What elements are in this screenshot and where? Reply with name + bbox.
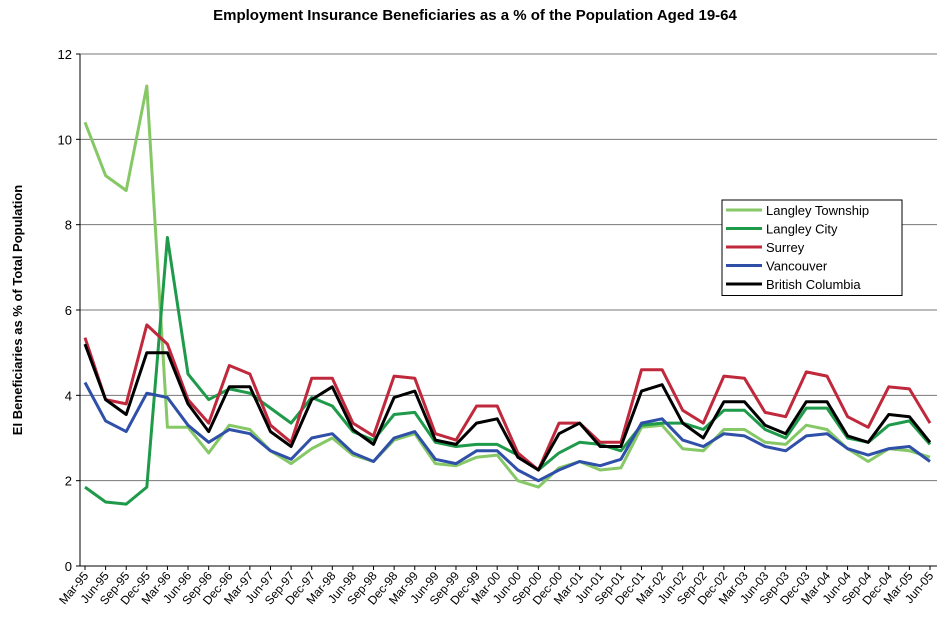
y-axis-label: EI Beneficiaries as % of Total Populatio… <box>10 185 25 435</box>
y-tick-label: 2 <box>65 474 72 489</box>
y-tick-label: 10 <box>58 132 72 147</box>
series-line <box>83 343 932 472</box>
legend-label: Langley Township <box>766 203 869 218</box>
chart-title: Employment Insurance Beneficiaries as a … <box>213 7 737 24</box>
legend-label: Langley City <box>766 222 838 237</box>
series-line <box>83 381 931 483</box>
y-tick-label: 6 <box>65 303 72 318</box>
legend-label: Surrey <box>766 240 805 255</box>
series-line <box>83 323 932 472</box>
legend-label: British Columbia <box>766 277 861 292</box>
y-tick-label: 8 <box>65 218 72 233</box>
y-tick-label: 0 <box>65 559 72 574</box>
legend-label: Vancouver <box>766 259 828 274</box>
y-tick-label: 4 <box>65 388 72 403</box>
y-tick-label: 12 <box>58 47 72 62</box>
series-line <box>83 84 931 489</box>
